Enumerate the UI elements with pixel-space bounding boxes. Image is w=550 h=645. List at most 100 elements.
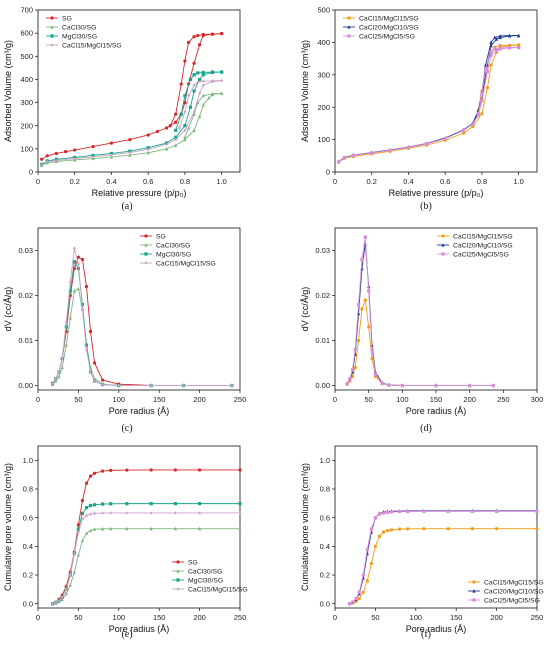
data-point	[183, 124, 187, 128]
data-point	[238, 526, 242, 531]
panel-c: 0 50 100 150 200 250 0.00 0.01 0.02 0.03 Pore radi…	[3, 227, 246, 434]
legend-marker	[347, 16, 351, 20]
y-tick-label: 0.0	[23, 599, 33, 608]
data-point	[92, 361, 97, 365]
data-point	[388, 148, 392, 152]
data-point	[125, 526, 129, 531]
data-point	[406, 509, 410, 514]
data-point	[128, 150, 132, 155]
plot-frame	[334, 445, 538, 609]
data-point	[220, 32, 224, 36]
data-point	[54, 151, 58, 156]
series-3	[50, 511, 242, 606]
series-3	[40, 78, 224, 167]
data-point	[535, 509, 539, 513]
y-tick-label: 0.03	[315, 246, 330, 255]
panel-label: (f)	[421, 629, 431, 640]
x-tick-label: 0.2	[70, 177, 80, 186]
data-point	[183, 128, 187, 132]
data-point	[173, 468, 177, 472]
data-point	[186, 126, 191, 130]
data-point	[446, 509, 450, 513]
data-point	[360, 307, 364, 311]
data-point	[80, 511, 85, 515]
y-axis-label: dV (cc/Å/g)	[3, 287, 13, 332]
data-point	[149, 468, 153, 472]
series-1	[345, 241, 495, 388]
data-point	[92, 503, 97, 507]
data-point	[495, 37, 499, 41]
data-point	[117, 383, 121, 388]
data-point	[347, 602, 352, 606]
data-point	[201, 93, 205, 98]
data-point	[125, 511, 129, 515]
data-point	[470, 527, 474, 531]
data-point	[45, 159, 49, 164]
data-point	[373, 372, 377, 376]
data-point	[198, 114, 202, 119]
data-point	[443, 137, 447, 141]
data-point	[54, 379, 58, 383]
data-point	[84, 481, 89, 485]
y-tick-label: 0.6	[23, 513, 33, 522]
x-tick-label: 0	[36, 177, 40, 186]
legend-marker	[441, 252, 445, 256]
x-tick-label: 0.2	[367, 177, 377, 186]
data-point	[210, 70, 215, 74]
x-tick-label: 50	[371, 613, 379, 622]
data-point	[84, 506, 89, 510]
data-point	[76, 552, 80, 557]
data-point	[507, 45, 512, 50]
data-point	[88, 329, 93, 334]
data-point	[493, 47, 497, 51]
data-point	[57, 599, 61, 603]
data-point	[480, 112, 484, 116]
data-point	[363, 235, 367, 239]
legend-entry: MgCl30/SG	[62, 33, 97, 40]
y-tick-label: 0.8	[23, 485, 33, 494]
data-point	[517, 43, 521, 47]
data-point	[373, 516, 377, 520]
panel-label: (a)	[121, 201, 132, 212]
data-point	[354, 597, 358, 601]
y-axis-label: Adsorbed Volume (cm³/g)	[3, 40, 13, 142]
data-point	[357, 590, 361, 594]
data-point	[64, 343, 68, 347]
y-tick-label: 600	[20, 29, 33, 38]
data-point	[535, 527, 539, 531]
data-point	[173, 511, 177, 515]
data-point	[183, 59, 187, 63]
x-tick-label: 0.6	[440, 177, 450, 186]
data-point	[80, 538, 85, 543]
data-point	[88, 474, 93, 478]
data-point	[192, 61, 196, 65]
data-point	[68, 583, 72, 587]
data-point	[164, 126, 169, 130]
legend-entry: SG	[188, 559, 198, 566]
data-point	[198, 91, 202, 95]
data-point	[369, 561, 373, 566]
data-point	[210, 91, 215, 96]
data-point	[485, 86, 490, 90]
data-point	[101, 378, 105, 382]
y-tick-label: 0.4	[320, 542, 330, 551]
data-point	[210, 79, 215, 83]
data-point	[91, 155, 95, 159]
data-point	[356, 338, 361, 343]
data-point	[476, 112, 480, 116]
data-point	[356, 302, 361, 307]
data-point	[470, 509, 474, 513]
data-point	[168, 124, 172, 128]
data-point	[422, 509, 426, 513]
legend-marker	[347, 25, 351, 29]
data-point	[60, 356, 64, 361]
desorption-line	[178, 80, 222, 129]
data-point	[128, 153, 132, 157]
y-tick-label: 0.2	[320, 571, 330, 580]
data-point	[350, 374, 355, 379]
data-point	[367, 325, 371, 329]
data-point	[507, 33, 512, 38]
data-point	[370, 347, 374, 352]
y-tick-label: 0.00	[18, 381, 33, 390]
x-axis-label: Relative pressure (p/p₀)	[389, 188, 484, 198]
